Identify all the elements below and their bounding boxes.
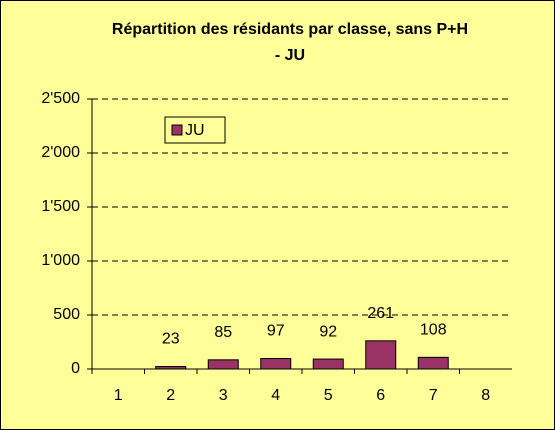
chart-title: - JU — [275, 47, 305, 64]
x-tick-label: 8 — [481, 387, 490, 404]
data-label: 23 — [162, 331, 180, 348]
data-label: 261 — [367, 305, 394, 322]
bar — [207, 359, 239, 370]
x-tick-label: 5 — [324, 387, 333, 404]
y-tick-label: 0 — [71, 360, 80, 377]
data-label: 85 — [214, 324, 232, 341]
y-tick-label: 1'500 — [41, 198, 80, 215]
chart-title: Répartition des résidants par classe, sa… — [112, 21, 468, 38]
x-tick-label: 1 — [114, 387, 123, 404]
y-tick-label: 2'000 — [41, 144, 80, 161]
x-tick-label: 3 — [219, 387, 228, 404]
x-tick-label: 6 — [376, 387, 385, 404]
bar — [312, 358, 344, 370]
bar — [155, 366, 187, 370]
y-tick-label: 2'500 — [41, 90, 80, 107]
bar — [417, 356, 449, 370]
x-tick-label: 4 — [271, 387, 280, 404]
legend-label: JU — [185, 122, 205, 139]
y-tick-label: 500 — [53, 306, 80, 323]
x-tick-label: 2 — [166, 387, 175, 404]
data-label: 108 — [420, 322, 447, 339]
x-tick-label: 7 — [429, 387, 438, 404]
data-label: 97 — [267, 323, 285, 340]
y-tick-label: 1'000 — [41, 252, 80, 269]
legend-swatch — [171, 124, 183, 136]
bar — [365, 340, 397, 370]
data-label: 92 — [319, 323, 337, 340]
bar — [260, 358, 292, 370]
